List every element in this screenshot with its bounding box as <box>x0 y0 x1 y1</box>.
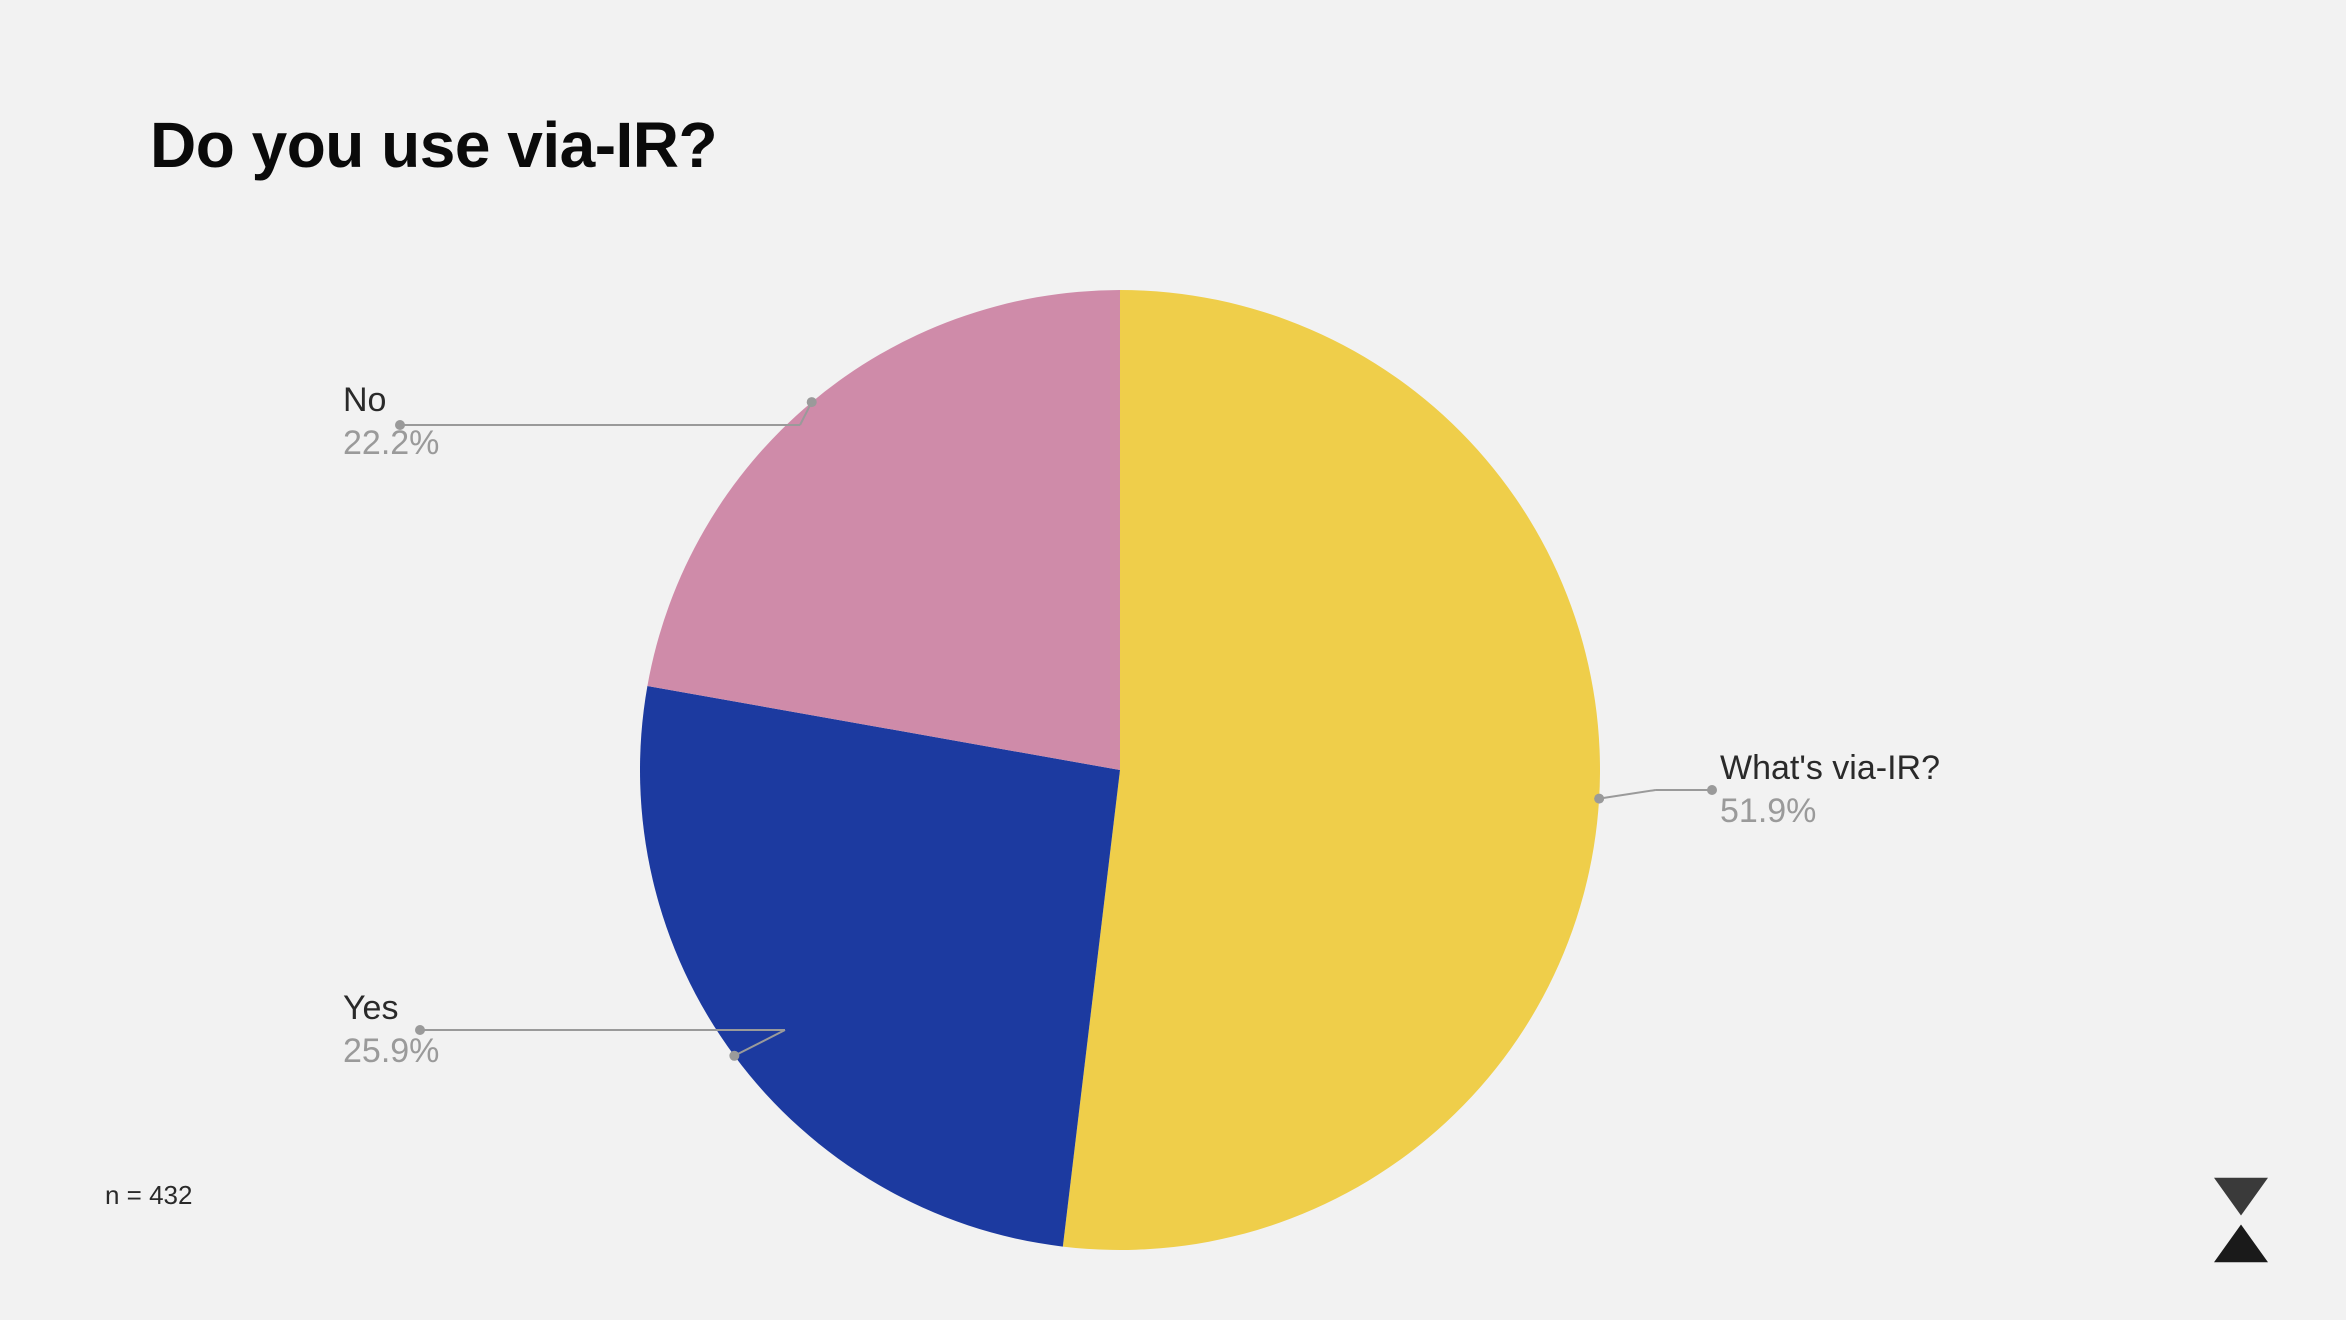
leader-dot <box>1707 785 1717 795</box>
callout-no: No 22.2% <box>343 380 439 464</box>
solidity-logo-icon <box>2196 1170 2286 1270</box>
pie-chart <box>0 0 2346 1320</box>
pie-slice <box>1063 290 1600 1250</box>
callout-percent: 25.9% <box>343 1031 439 1072</box>
sample-size-label: n = 432 <box>105 1180 192 1211</box>
callout-yes: Yes 25.9% <box>343 988 439 1072</box>
slide: Do you use via-IR? What's via-IR? 51.9% … <box>0 0 2346 1320</box>
callout-whats-via-ir: What's via-IR? 51.9% <box>1720 748 1940 832</box>
callout-percent: 22.2% <box>343 423 439 464</box>
leader-line <box>1599 790 1655 799</box>
pie-slice <box>640 686 1120 1247</box>
pie-slice <box>647 290 1120 770</box>
callout-label: No <box>343 380 439 421</box>
callout-label: Yes <box>343 988 439 1029</box>
callout-label: What's via-IR? <box>1720 748 1940 789</box>
callout-percent: 51.9% <box>1720 791 1940 832</box>
